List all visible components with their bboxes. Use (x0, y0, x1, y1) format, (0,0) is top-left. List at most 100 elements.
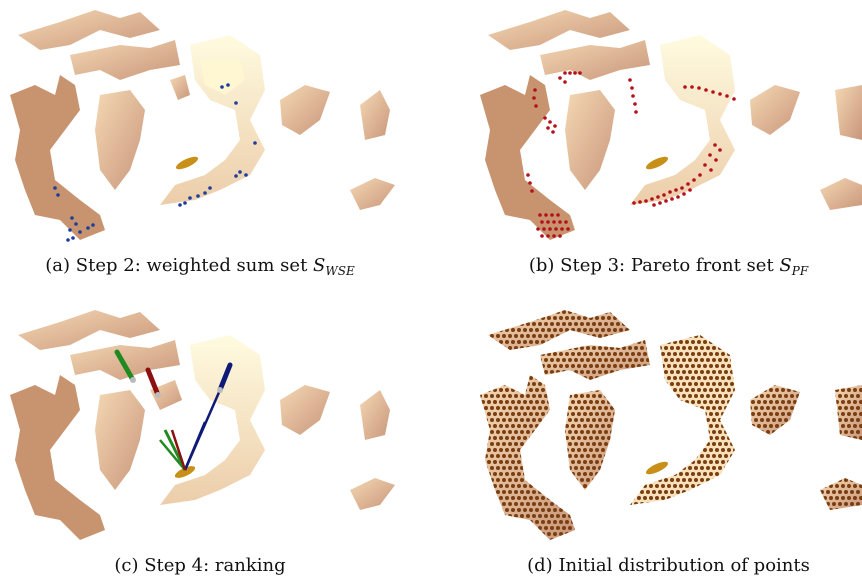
grid-point (823, 484, 827, 488)
grid-point (784, 418, 788, 422)
grid-point (793, 352, 797, 356)
grid-point (523, 400, 527, 404)
grid-point (673, 532, 677, 536)
grid-point (790, 382, 794, 386)
grid-point (781, 460, 785, 464)
grid-point (811, 412, 815, 416)
grid-point (550, 382, 554, 386)
grid-point (589, 460, 593, 464)
grid-point (568, 442, 572, 446)
grid-point (814, 418, 818, 422)
grid-point (568, 334, 572, 338)
grid-point (625, 340, 629, 344)
grid-point (841, 532, 845, 536)
grid-point (787, 472, 791, 476)
grid-point (637, 436, 641, 440)
grid-point (589, 412, 593, 416)
grid-point (511, 364, 515, 368)
grid-point (532, 322, 536, 326)
grid-point (487, 472, 491, 476)
grid-point (748, 382, 752, 386)
grid-point (571, 388, 575, 392)
grid-point (523, 460, 527, 464)
grid-point (847, 328, 851, 332)
grid-point (571, 448, 575, 452)
grid-point (766, 490, 770, 494)
grid-point (826, 442, 830, 446)
grid-point (697, 424, 701, 428)
grid-point (781, 448, 785, 452)
grid-point (574, 358, 578, 362)
grid-point (814, 478, 818, 482)
grid-point (799, 328, 803, 332)
grid-point (763, 484, 767, 488)
grid-point (619, 436, 623, 440)
grid-point (643, 376, 647, 380)
grid-point (835, 508, 839, 512)
grid-point (691, 376, 695, 380)
grid-point (601, 496, 605, 500)
grid-point (769, 376, 773, 380)
grid-point (640, 454, 644, 458)
grid-point (529, 496, 533, 500)
grid-point (838, 478, 842, 482)
grid-point (640, 418, 644, 422)
grid-point (784, 310, 788, 314)
grid-point (688, 490, 692, 494)
grid-point (679, 424, 683, 428)
grid-point (679, 412, 683, 416)
grid-point (535, 496, 539, 500)
grid-point (697, 316, 701, 320)
grid-point (541, 376, 545, 380)
grid-point (622, 370, 626, 374)
grid-point (757, 340, 761, 344)
grid-point (508, 466, 512, 470)
grid-point (640, 502, 644, 506)
grid-point (781, 532, 785, 536)
grid-point (694, 382, 698, 386)
grid-point (853, 460, 857, 464)
grid-point (652, 358, 656, 362)
grid-point (853, 364, 857, 368)
grid-point (526, 370, 530, 374)
grid-point (736, 418, 740, 422)
grid-point (826, 466, 830, 470)
grid-point (832, 502, 836, 506)
grid-point (751, 376, 755, 380)
grid-point (727, 340, 731, 344)
grid-point (805, 424, 809, 428)
grid-point (553, 460, 557, 464)
grid-point (742, 406, 746, 410)
grid-point (802, 466, 806, 470)
grid-point (625, 460, 629, 464)
grid-point (643, 328, 647, 332)
grid-point (619, 388, 623, 392)
grid-point (661, 544, 665, 548)
grid-point (556, 430, 560, 434)
grid-point (685, 412, 689, 416)
grid-point (610, 442, 614, 446)
grid-point (796, 322, 800, 326)
grid-point (499, 376, 503, 380)
grid-point (550, 394, 554, 398)
grid-point (787, 520, 791, 524)
grid-point (508, 370, 512, 374)
grid-point (658, 394, 662, 398)
grid-point (697, 400, 701, 404)
grid-point (796, 358, 800, 362)
grid-point (598, 382, 602, 386)
grid-point (493, 544, 497, 548)
grid-point (505, 424, 509, 428)
grid-point (760, 490, 764, 494)
grid-point (745, 364, 749, 368)
grid-point (553, 484, 557, 488)
grid-point (490, 478, 494, 482)
grid-point (592, 346, 596, 350)
grid-point (685, 532, 689, 536)
grid-point (649, 340, 653, 344)
grid-point (480, 406, 482, 410)
grid-point (610, 418, 614, 422)
grid-point (841, 400, 845, 404)
grid-point (790, 358, 794, 362)
grid-point (595, 304, 599, 308)
